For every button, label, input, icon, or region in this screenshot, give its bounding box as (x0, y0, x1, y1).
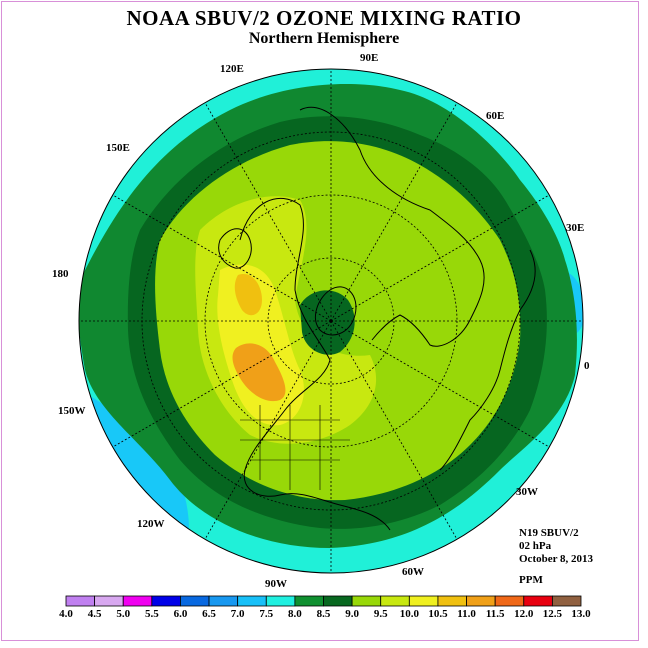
latitude-circle-75 (267, 257, 395, 385)
colorbar-tick-label: 4.5 (87, 608, 102, 620)
longitude-label-120e: 120E (220, 63, 244, 75)
meridian-line (112, 194, 332, 322)
coastline-eurasia (299, 106, 485, 347)
colorbar-tick-label: 12.0 (514, 608, 534, 620)
longitude-label-60e: 60E (486, 110, 505, 122)
longitude-label-30w: 30W (516, 486, 538, 498)
colorbar-tick-label: 11.0 (457, 608, 476, 620)
meridians (79, 69, 583, 573)
pressure-level-label: 02 hPa (519, 540, 552, 552)
meridian-line (330, 194, 550, 322)
colorbar-tick-label: 6.0 (173, 608, 188, 620)
colorbar-tick-label: 4.0 (59, 608, 73, 620)
colorbar-tick-label: 6.5 (202, 608, 216, 620)
longitude-label-150e: 150E (106, 142, 130, 154)
map-subtitle: Northern Hemisphere (248, 30, 400, 47)
colorbar-tick-label: 9.0 (345, 608, 359, 620)
colorbar-tick-label: 7.5 (259, 608, 274, 620)
ozone-field (79, 69, 583, 573)
date-label: October 8, 2013 (519, 553, 594, 565)
graticule (79, 69, 583, 573)
units-label: PPM (519, 574, 543, 586)
colorbar-tick-label: 10.5 (428, 608, 448, 620)
longitude-label-120w: 120W (137, 518, 165, 530)
colorbar-tick-label: 9.5 (373, 608, 388, 620)
meridian-line (112, 320, 332, 448)
longitude-label-30e: 30E (566, 222, 585, 234)
coastline-europe-africa (439, 249, 536, 471)
contour-8.5-core (300, 290, 355, 355)
contour-10.5-b (232, 343, 286, 402)
longitude-label-90w: 90W (265, 578, 287, 590)
map-title: NOAA SBUV/2 OZONE MIXING RATIO (126, 6, 522, 30)
info-block: N19 SBUV/2 02 hPa October 8, 2013 (519, 527, 593, 566)
longitude-label-180: 180 (52, 268, 69, 280)
meridian-line (204, 320, 332, 540)
colorbar-tick-label: 12.5 (542, 608, 562, 620)
longitude-label-90e: 90E (360, 52, 379, 64)
colorbar-tick-label: 8.0 (288, 608, 302, 620)
meridian-line (330, 320, 550, 448)
colorbar-tick-label: 5.0 (116, 608, 131, 620)
us-state-lines (240, 405, 350, 490)
meridian-line (330, 102, 458, 322)
continent-outlines (218, 106, 536, 531)
colorbar-tick-label: 5.5 (144, 608, 159, 620)
instrument-label: N19 SBUV/2 (519, 527, 579, 539)
meridian-line (330, 320, 458, 540)
coastline-america (239, 197, 391, 531)
colorbar-tick-label: 10.0 (399, 608, 419, 620)
longitude-label-0: 0 (584, 360, 590, 372)
figure-frame (1, 1, 639, 641)
contour-10.5-a (234, 274, 262, 316)
colorbar-tick-label: 13.0 (571, 608, 591, 620)
colorbar-tick-label: 7.0 (230, 608, 245, 620)
longitude-label-150w: 150W (58, 405, 86, 417)
meridian-line (204, 102, 332, 322)
coastline-greenland (315, 286, 357, 336)
longitude-label-60w: 60W (402, 566, 424, 578)
map-boundary (78, 68, 584, 574)
colorbar-tick-label: 8.5 (316, 608, 331, 620)
colorbar-tick-label: 11.5 (485, 608, 505, 620)
